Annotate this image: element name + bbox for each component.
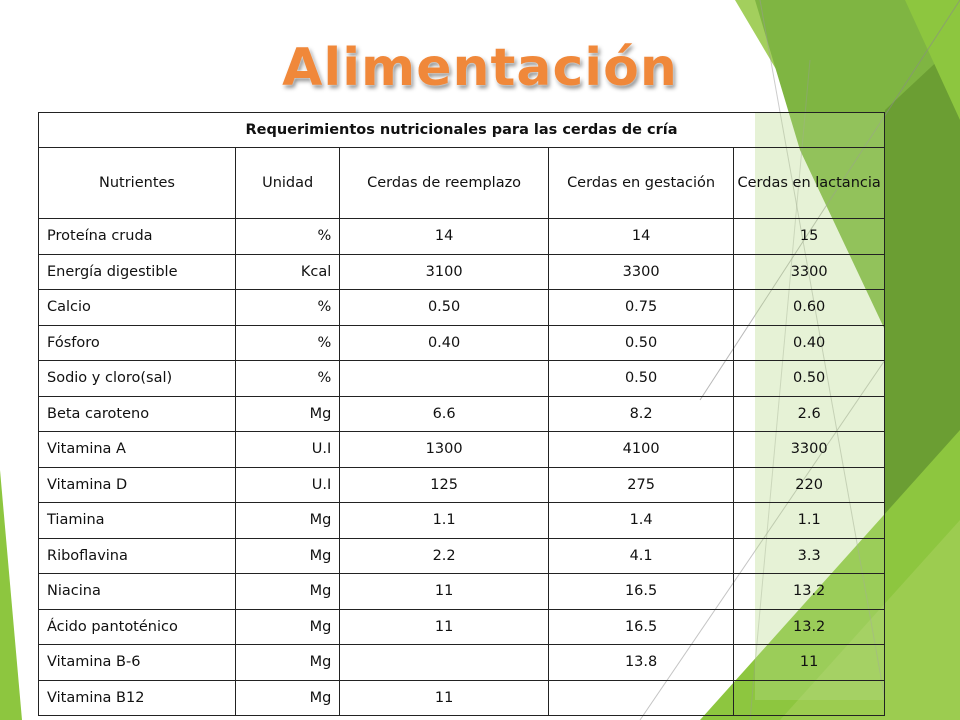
cell-reemplazo: 11 xyxy=(339,573,549,610)
cell-gestacion: 275 xyxy=(547,466,735,503)
cell-reemplazo: 1300 xyxy=(339,431,549,468)
cell-gestacion: 0.75 xyxy=(547,289,735,326)
cell-unit: % xyxy=(234,289,341,326)
cell-nutrient: Niacina xyxy=(38,573,236,610)
table-row: Vitamina D U.I 125 275 220 xyxy=(38,466,885,503)
cell-gestacion: 4100 xyxy=(547,431,735,468)
table-row: Vitamina B12 Mg 11 xyxy=(38,679,885,716)
cell-lactancia: 3.3 xyxy=(733,537,885,574)
table-row: Sodio y cloro(sal)% 0.50 0.50 xyxy=(38,360,885,397)
table-row: Riboflavina Mg 2.2 4.1 3.3 xyxy=(38,537,885,574)
header-cerdas-gestacion: Cerdas en gestación xyxy=(547,147,735,219)
cell-gestacion: 3300 xyxy=(547,253,735,290)
cell-nutrient: Riboflavina xyxy=(38,537,236,574)
table-caption: Requerimientos nutricionales para las ce… xyxy=(38,112,885,148)
table-body: Proteína cruda% 14 14 15 Energía digestible K… xyxy=(38,218,885,716)
table-row: Energía digestible Kcal 3100 3300 3300 xyxy=(38,253,885,290)
cell-gestacion: 13.8 xyxy=(547,644,735,681)
cell-unit: Mg xyxy=(234,395,341,432)
cell-unit: Mg xyxy=(234,502,341,539)
cell-unit: % xyxy=(234,360,341,397)
cell-lactancia: 220 xyxy=(733,466,885,503)
header-nutrientes: Nutrientes xyxy=(38,147,236,219)
cell-unit: Mg xyxy=(234,537,341,574)
nutrition-table: Requerimientos nutricionales para las ce… xyxy=(38,112,885,716)
cell-nutrient: Calcio xyxy=(38,289,236,326)
cell-nutrient: Vitamina B-6 xyxy=(38,644,236,681)
cell-reemplazo: 11 xyxy=(339,608,549,645)
header-cerdas-lactancia: Cerdas en lactancia xyxy=(733,147,885,219)
table-row: Tiamina Mg 1.1 1.4 1.1 xyxy=(38,502,885,539)
cell-lactancia: 0.50 xyxy=(733,360,885,397)
cell-gestacion: 0.50 xyxy=(547,360,735,397)
cell-unit: Mg xyxy=(234,608,341,645)
green-stripe-left xyxy=(0,470,22,720)
cell-nutrient: Vitamina B12 xyxy=(38,679,236,716)
cell-lactancia: 3300 xyxy=(733,431,885,468)
cell-nutrient: Sodio y cloro(sal) xyxy=(38,360,236,397)
table-row: Ácido pantoténico Mg 11 16.5 13.2 xyxy=(38,608,885,645)
cell-reemplazo: 14 xyxy=(339,218,549,255)
cell-nutrient: Ácido pantoténico xyxy=(38,608,236,645)
cell-reemplazo: 0.40 xyxy=(339,324,549,361)
cell-gestacion: 4.1 xyxy=(547,537,735,574)
cell-unit: U.I xyxy=(234,466,341,503)
cell-lactancia: 13.2 xyxy=(733,608,885,645)
cell-gestacion xyxy=(547,679,735,716)
table-row: Vitamina A U.I 1300 4100 3300 xyxy=(38,431,885,468)
cell-lactancia: 13.2 xyxy=(733,573,885,610)
cell-reemplazo: 3100 xyxy=(339,253,549,290)
cell-reemplazo: 1.1 xyxy=(339,502,549,539)
cell-nutrient: Beta caroteno xyxy=(38,395,236,432)
cell-gestacion: 16.5 xyxy=(547,573,735,610)
cell-lactancia: 15 xyxy=(733,218,885,255)
header-unidad: Unidad xyxy=(234,147,341,219)
cell-gestacion: 8.2 xyxy=(547,395,735,432)
cell-reemplazo: 125 xyxy=(339,466,549,503)
cell-gestacion: 1.4 xyxy=(547,502,735,539)
table-row: Fósforo% 0.40 0.50 0.40 xyxy=(38,324,885,361)
cell-unit: Kcal xyxy=(234,253,341,290)
cell-nutrient: Proteína cruda xyxy=(38,218,236,255)
cell-unit: Mg xyxy=(234,644,341,681)
cell-nutrient: Tiamina xyxy=(38,502,236,539)
cell-lactancia: 1.1 xyxy=(733,502,885,539)
cell-gestacion: 14 xyxy=(547,218,735,255)
header-cerdas-reemplazo: Cerdas de reemplazo xyxy=(339,147,549,219)
cell-nutrient: Vitamina D xyxy=(38,466,236,503)
table-row: Vitamina B-6 Mg 13.8 11 xyxy=(38,644,885,681)
cell-gestacion: 0.50 xyxy=(547,324,735,361)
cell-nutrient: Vitamina A xyxy=(38,431,236,468)
cell-reemplazo xyxy=(339,644,549,681)
cell-nutrient: Fósforo xyxy=(38,324,236,361)
cell-reemplazo: 11 xyxy=(339,679,549,716)
cell-unit: % xyxy=(234,218,341,255)
cell-reemplazo: 0.50 xyxy=(339,289,549,326)
cell-unit: Mg xyxy=(234,679,341,716)
cell-lactancia xyxy=(733,679,885,716)
cell-lactancia: 0.60 xyxy=(733,289,885,326)
cell-unit: U.I xyxy=(234,431,341,468)
table-header-row: Nutrientes Unidad Cerdas de reemplazo Ce… xyxy=(38,147,885,219)
table-row: Proteína cruda% 14 14 15 xyxy=(38,218,885,255)
cell-nutrient: Energía digestible xyxy=(38,253,236,290)
cell-unit: Mg xyxy=(234,573,341,610)
green-accent-right xyxy=(905,0,960,120)
cell-reemplazo: 2.2 xyxy=(339,537,549,574)
cell-unit: % xyxy=(234,324,341,361)
cell-lactancia: 2.6 xyxy=(733,395,885,432)
table-row: Niacina Mg 11 16.5 13.2 xyxy=(38,573,885,610)
cell-gestacion: 16.5 xyxy=(547,608,735,645)
page-title: Alimentación xyxy=(282,38,678,98)
cell-reemplazo xyxy=(339,360,549,397)
cell-lactancia: 0.40 xyxy=(733,324,885,361)
cell-lactancia: 11 xyxy=(733,644,885,681)
cell-lactancia: 3300 xyxy=(733,253,885,290)
table-row: Calcio% 0.50 0.75 0.60 xyxy=(38,289,885,326)
table-row: Beta caroteno Mg 6.6 8.2 2.6 xyxy=(38,395,885,432)
cell-reemplazo: 6.6 xyxy=(339,395,549,432)
